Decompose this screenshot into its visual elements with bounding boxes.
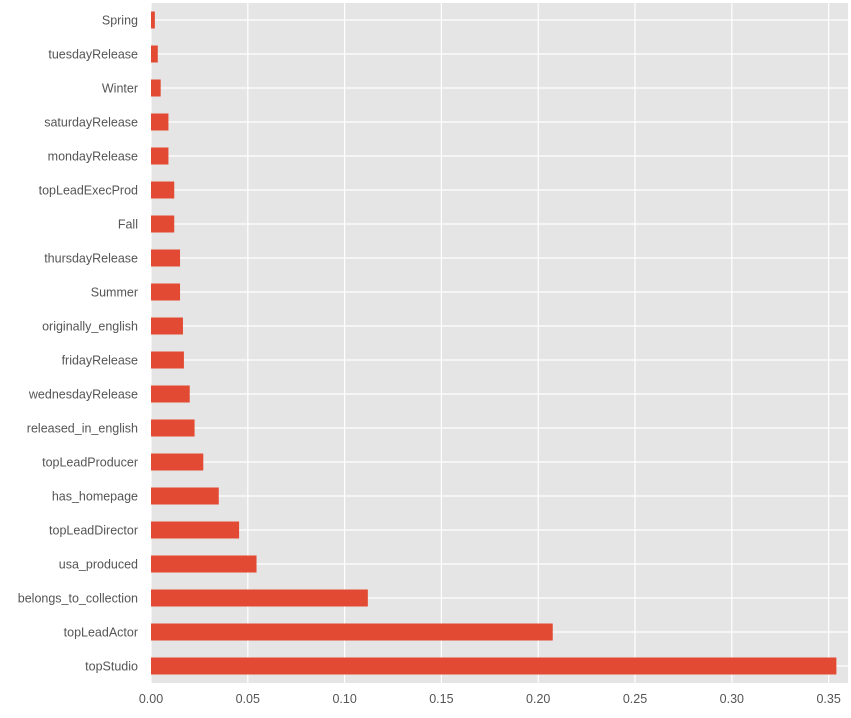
y-tick-label: Fall [118, 218, 138, 232]
bar-topStudio [151, 657, 837, 675]
bar-saturdayRelease [151, 113, 169, 131]
x-tick-label: 0.15 [429, 692, 453, 706]
bar-originally_english [151, 317, 183, 335]
bar-topLeadExecProd [151, 181, 175, 199]
y-tick-labels: Spring tuesdayRelease Winter saturdayReleas… [18, 14, 138, 674]
bar-tuesdayRelease [151, 45, 158, 63]
y-tick-label: topLeadExecProd [39, 184, 138, 198]
bar-usa_produced [151, 555, 257, 573]
x-tick-label: 0.05 [236, 692, 260, 706]
y-tick-label: topLeadDirector [49, 524, 138, 538]
bar-released_in_english [151, 419, 195, 437]
bar-wednesdayRelease [151, 385, 190, 403]
x-tick-label: 0.30 [720, 692, 744, 706]
y-tick-label: belongs_to_collection [18, 592, 138, 606]
x-tick-label: 0.20 [526, 692, 550, 706]
bar-fridayRelease [151, 351, 184, 369]
y-tick-label: saturdayRelease [44, 116, 138, 130]
grid-lines [150, 3, 848, 683]
bar-Winter [151, 79, 161, 97]
y-tick-label: Spring [102, 14, 138, 28]
bar-thursdayRelease [151, 249, 181, 267]
x-tick-label: 0.35 [816, 692, 840, 706]
y-tick-label: mondayRelease [48, 150, 138, 164]
bar-Spring [151, 11, 155, 29]
y-tick-label: wednesdayRelease [28, 388, 138, 402]
bar-topLeadProducer [151, 453, 204, 471]
y-tick-label: thursdayRelease [44, 252, 138, 266]
y-tick-label: usa_produced [59, 558, 138, 572]
y-tick-label: Summer [91, 286, 138, 300]
y-tick-label: has_homepage [52, 490, 138, 504]
bar-Summer [151, 283, 181, 301]
y-tick-label: Winter [102, 82, 138, 96]
bar-has_homepage [151, 487, 219, 505]
bar-Fall [151, 215, 175, 233]
y-tick-label: topLeadActor [64, 626, 138, 640]
y-tick-label: released_in_english [27, 422, 138, 436]
plot-background [151, 3, 848, 683]
y-tick-label: topLeadProducer [42, 456, 138, 470]
bar-belongs_to_collection [151, 589, 368, 607]
bar-mondayRelease [151, 147, 169, 165]
bars [151, 11, 837, 675]
x-tick-label: 0.10 [332, 692, 356, 706]
y-tick-label: fridayRelease [62, 354, 138, 368]
x-tick-label: 0.00 [139, 692, 163, 706]
bar-topLeadDirector [151, 521, 240, 539]
y-tick-label: topStudio [85, 660, 138, 674]
bar-topLeadActor [151, 623, 553, 641]
x-tick-labels: 0.00 0.05 0.10 0.15 0.20 0.25 0.30 0.35 [139, 692, 841, 706]
x-tick-label: 0.25 [623, 692, 647, 706]
y-tick-label: originally_english [42, 320, 138, 334]
y-tick-label: tuesdayRelease [48, 48, 138, 62]
